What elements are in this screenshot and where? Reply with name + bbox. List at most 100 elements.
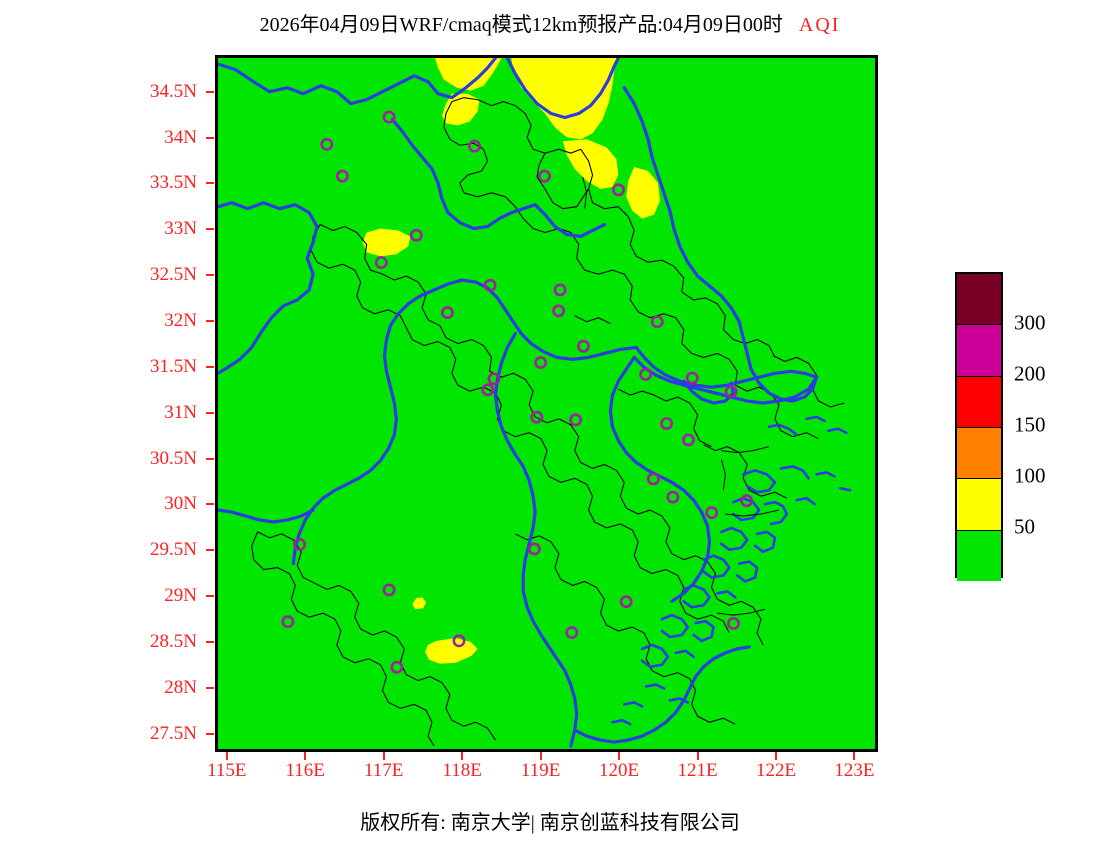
city-marker[interactable] <box>565 626 579 640</box>
city-marker[interactable] <box>740 494 754 508</box>
x-axis-tick <box>304 752 307 760</box>
city-marker[interactable] <box>569 413 583 427</box>
city-marker[interactable] <box>619 595 633 609</box>
city-marker[interactable] <box>335 169 349 183</box>
colorbar-band <box>957 529 1001 581</box>
coastline-detail-layer <box>582 176 779 616</box>
colorbar-band <box>957 274 1001 325</box>
city-marker[interactable] <box>646 472 660 486</box>
city-marker[interactable] <box>293 538 307 551</box>
y-axis-tick <box>206 595 214 598</box>
y-axis-label: 31N <box>164 401 197 423</box>
city-marker[interactable] <box>390 660 404 674</box>
x-axis-label: 122E <box>755 760 797 781</box>
city-marker[interactable] <box>481 383 495 397</box>
province-boundaries-layer <box>218 58 852 748</box>
y-axis-tick <box>206 365 214 368</box>
city-marker[interactable] <box>681 433 695 447</box>
city-marker[interactable] <box>487 372 501 386</box>
city-marker-layer <box>281 110 754 674</box>
colorbar-tick-label: 100 <box>1014 463 1046 488</box>
y-axis-label: 29N <box>164 585 197 607</box>
y-axis-tick <box>206 411 214 414</box>
colorbar-tick-label: 50 <box>1014 514 1035 539</box>
colorbar-tick-label: 200 <box>1014 361 1046 386</box>
city-marker[interactable] <box>553 283 567 297</box>
y-axis-label: 31.5N <box>150 355 197 377</box>
county-boundaries-layer <box>251 97 845 747</box>
city-marker[interactable] <box>374 256 388 269</box>
x-axis-tick <box>775 752 777 760</box>
y-axis-label: 30.5N <box>150 447 197 469</box>
y-axis-label: 29.5N <box>150 539 197 561</box>
y-axis-tick <box>206 549 214 552</box>
y-axis-label: 33N <box>164 218 197 240</box>
city-marker[interactable] <box>538 169 551 183</box>
y-axis-tick <box>206 732 214 735</box>
y-axis-tick <box>206 274 214 277</box>
map-plot-area[interactable] <box>215 55 878 752</box>
page-title: 2026年04月09日WRF/cmaq模式12km预报产品:04月09日00时 A… <box>0 8 1100 37</box>
city-marker[interactable] <box>724 385 738 399</box>
y-axis-label: 32N <box>164 309 197 331</box>
title-text: 2026年04月09日WRF/cmaq模式12km预报产品:04月09日00时 <box>259 14 783 36</box>
x-axis-label: 117E <box>363 760 404 781</box>
city-marker[interactable] <box>552 304 566 318</box>
colorbar-tick-label: 300 <box>1014 310 1046 335</box>
city-marker[interactable] <box>440 306 454 320</box>
x-axis-label: 121E <box>677 760 718 781</box>
x-axis-label: 118E <box>442 760 482 781</box>
y-axis-tick <box>206 319 214 322</box>
city-marker[interactable] <box>612 183 625 197</box>
colorbar-band <box>957 426 1001 479</box>
city-marker[interactable] <box>705 506 719 520</box>
city-marker[interactable] <box>483 278 497 292</box>
city-marker[interactable] <box>577 339 590 353</box>
aqi-colorbar[interactable] <box>955 272 1003 581</box>
city-marker[interactable] <box>409 228 423 242</box>
copyright-footer: 版权所有: 南京大学| 南京创蓝科技有限公司 <box>360 812 740 834</box>
city-marker[interactable] <box>666 490 680 504</box>
y-axis-tick <box>206 90 214 93</box>
city-marker[interactable] <box>727 617 740 630</box>
x-axis-tick <box>539 752 542 760</box>
city-marker[interactable] <box>530 410 544 424</box>
x-axis-label: 123E <box>834 760 875 781</box>
title-variable: AQI <box>798 14 841 36</box>
city-marker[interactable] <box>468 139 481 153</box>
aqi-band-50-100-layer <box>362 58 660 664</box>
map-svg <box>218 58 875 749</box>
city-marker[interactable] <box>281 615 295 629</box>
y-axis-label: 28N <box>164 676 197 698</box>
city-marker[interactable] <box>685 371 699 385</box>
x-axis-tick <box>225 752 228 760</box>
y-axis-tick <box>206 503 214 506</box>
y-axis-tick <box>206 228 214 231</box>
x-axis-tick <box>696 752 699 760</box>
colorbar-band <box>957 324 1001 376</box>
city-marker[interactable] <box>382 110 396 124</box>
city-marker[interactable] <box>660 417 674 430</box>
y-axis-label: 28.5N <box>150 630 197 652</box>
city-marker[interactable] <box>639 368 653 381</box>
x-axis-label: 116E <box>285 760 325 781</box>
y-axis-label: 32.5N <box>150 264 197 286</box>
x-axis-tick <box>618 752 621 760</box>
city-marker[interactable] <box>534 356 548 369</box>
colorbar-band <box>957 478 1001 530</box>
city-marker[interactable] <box>320 137 334 151</box>
x-axis-tick <box>461 752 464 760</box>
y-axis-tick <box>206 686 214 689</box>
city-marker[interactable] <box>650 315 664 329</box>
colorbar-tick-label: 150 <box>1014 412 1046 437</box>
city-marker[interactable] <box>452 634 466 648</box>
city-marker[interactable] <box>382 583 396 597</box>
y-axis-label: 33.5N <box>150 172 197 194</box>
y-axis-label: 34N <box>164 126 197 148</box>
y-axis-label: 34.5N <box>150 80 197 102</box>
y-axis-tick <box>206 457 214 460</box>
city-marker[interactable] <box>527 542 541 556</box>
y-axis-label: 27.5N <box>150 722 197 744</box>
x-axis-label: 119E <box>520 760 561 781</box>
